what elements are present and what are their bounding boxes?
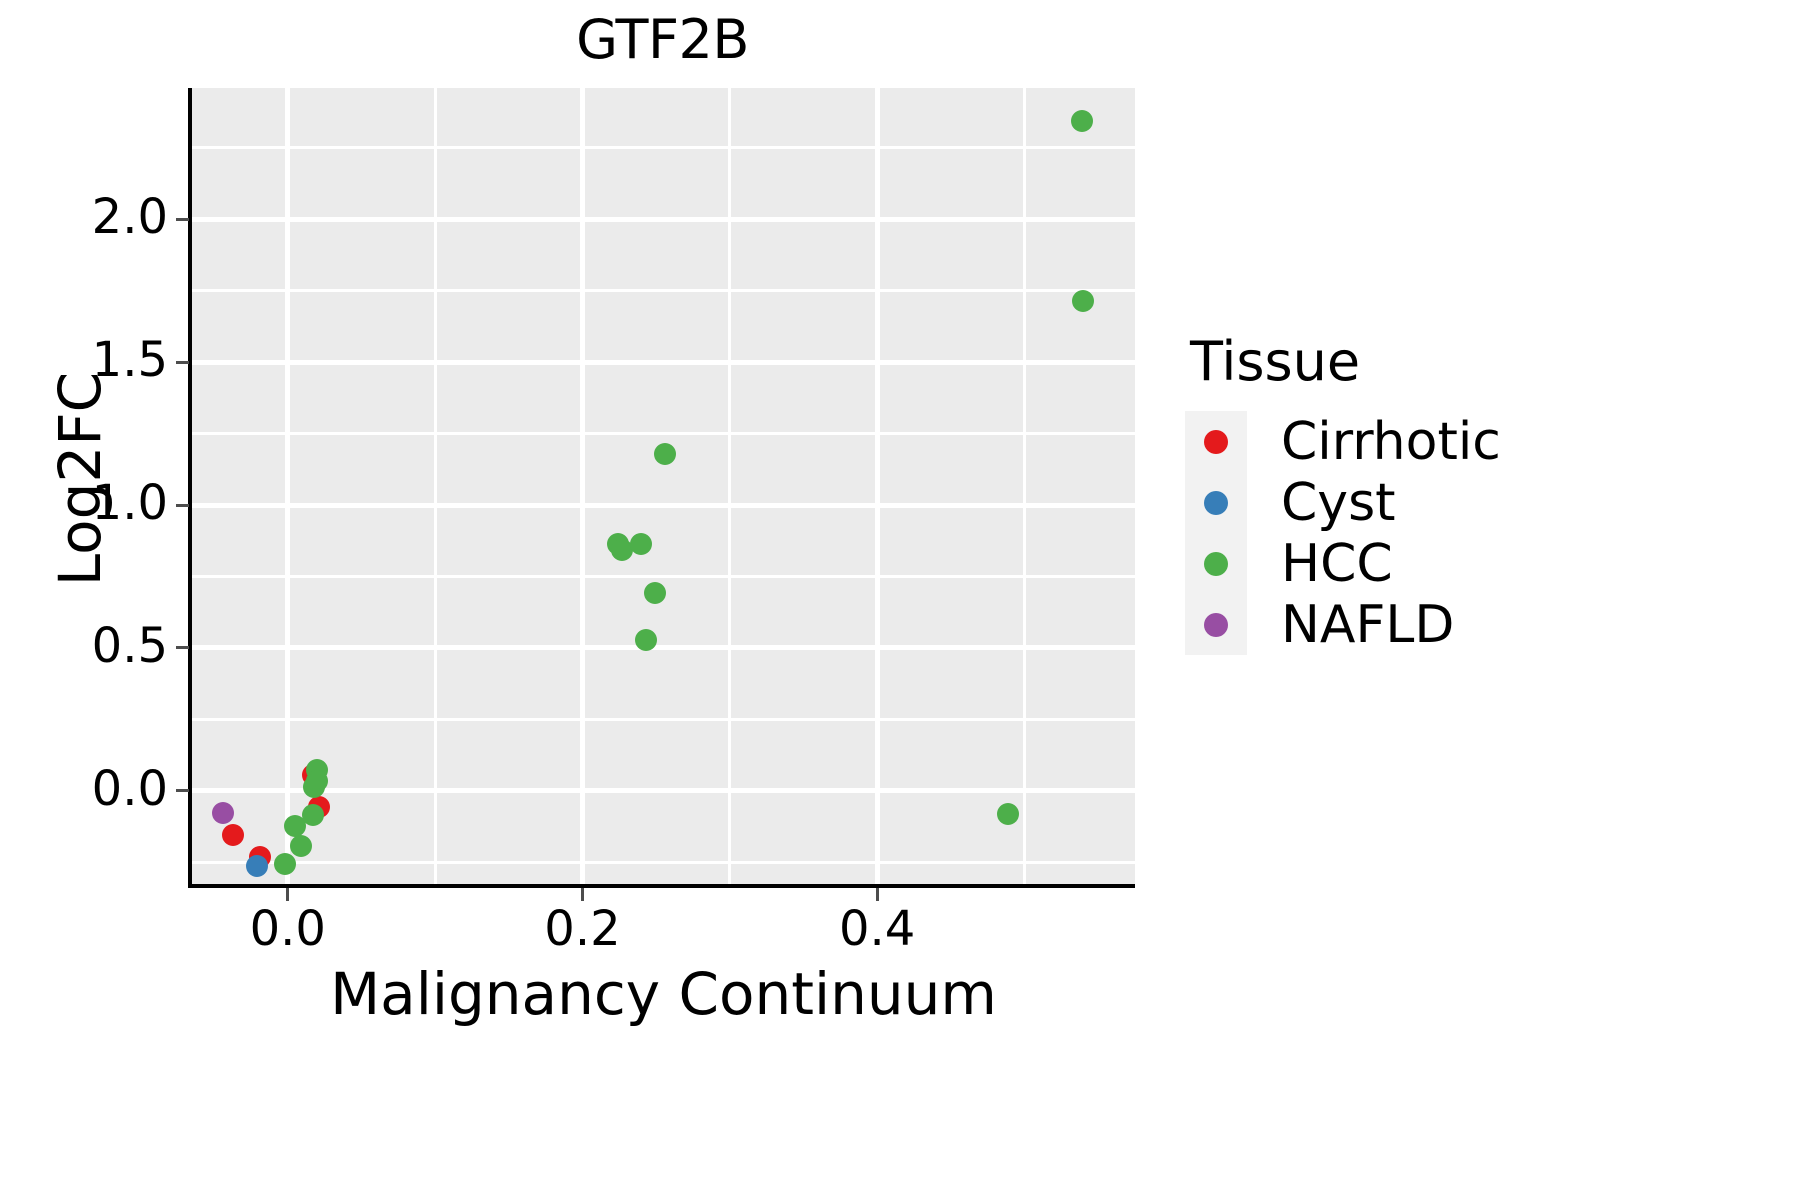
x-tick-label: 0.0 [249, 901, 326, 957]
legend-title: Tissue [1190, 330, 1361, 393]
gridline-horizontal-major [192, 788, 1135, 794]
gridline-vertical-major [874, 88, 880, 885]
y-tick-label: 1.0 [91, 475, 168, 532]
gridline-vertical-minor [1022, 88, 1026, 885]
data-point-hcc [1070, 109, 1093, 132]
gridline-horizontal-minor [192, 146, 1135, 150]
legend-dot-icon [1204, 612, 1228, 637]
legend-item-cyst[interactable]: Cyst [1185, 472, 1785, 533]
x-tick-mark [580, 888, 584, 901]
legend-dot-icon [1204, 429, 1228, 454]
gridline-horizontal-major [192, 216, 1135, 222]
gridline-horizontal-minor [192, 574, 1135, 578]
x-tick-label: 0.2 [544, 901, 621, 957]
legend-item-label: Cirrhotic [1281, 411, 1501, 472]
data-point-hcc [653, 442, 676, 465]
x-axis-title: Malignancy Continuum [330, 960, 997, 1028]
y-tick-label: 2.0 [91, 189, 168, 246]
gridline-vertical-minor [728, 88, 732, 885]
legend-key-swatch [1185, 411, 1247, 472]
data-point-nafld [211, 802, 234, 824]
legend-item-hcc[interactable]: HCC [1185, 533, 1785, 594]
gridline-horizontal-major [192, 502, 1135, 508]
y-tick-mark [176, 360, 189, 364]
legend-key-swatch [1185, 533, 1247, 594]
gridline-vertical-minor [433, 88, 437, 885]
data-point-hcc [643, 582, 666, 605]
data-point-hcc [284, 814, 307, 837]
data-point-cirrhotic [222, 824, 245, 847]
gridline-horizontal-minor [192, 860, 1135, 864]
data-point-hcc [611, 538, 634, 561]
data-point-hcc [630, 532, 653, 555]
legend-item-label: Cyst [1281, 472, 1396, 533]
gridline-horizontal-minor [192, 289, 1135, 293]
gridline-vertical-major [285, 88, 291, 885]
x-tick-label: 0.4 [838, 901, 916, 957]
legend-item-label: NAFLD [1281, 594, 1455, 655]
legend: Tissue Cirrhotic Cyst HCC NAFLD [1185, 330, 1785, 655]
data-point-hcc [273, 853, 296, 876]
gridline-horizontal-minor [192, 717, 1135, 721]
gridline-horizontal-minor [192, 432, 1135, 436]
legend-items: Cirrhotic Cyst HCC NAFLD [1185, 411, 1785, 655]
legend-key-swatch [1185, 472, 1247, 533]
page-title: GTF2B [576, 8, 749, 71]
data-point-hcc [290, 835, 313, 858]
data-point-hcc [634, 629, 657, 652]
legend-key-swatch [1185, 594, 1247, 655]
y-tick-label: 1.5 [91, 332, 168, 389]
data-point-hcc [997, 803, 1020, 826]
y-axis-title: Log2FC [46, 371, 114, 587]
plot-panel [192, 88, 1135, 885]
legend-dot-icon [1204, 490, 1228, 515]
x-tick-mark [875, 888, 879, 901]
legend-dot-icon [1204, 551, 1228, 576]
data-point-hcc [301, 803, 324, 826]
data-point-hcc [306, 769, 329, 792]
legend-item-label: HCC [1281, 533, 1393, 594]
gridline-vertical-major [579, 88, 585, 885]
y-tick-mark [176, 789, 189, 793]
y-tick-mark [176, 646, 189, 650]
data-point-cyst [245, 854, 268, 877]
legend-item-nafld[interactable]: NAFLD [1185, 594, 1785, 655]
y-tick-mark [176, 217, 189, 221]
x-axis-line [188, 884, 1135, 888]
y-tick-label: 0.0 [91, 760, 168, 817]
gridline-horizontal-major [192, 645, 1135, 651]
y-tick-label: 0.5 [91, 617, 168, 674]
data-point-hcc [1072, 289, 1095, 312]
gridline-horizontal-major [192, 359, 1135, 365]
legend-item-cirrhotic[interactable]: Cirrhotic [1185, 411, 1785, 472]
y-tick-mark [176, 503, 189, 507]
x-tick-mark [286, 888, 290, 901]
y-axis-line [188, 88, 192, 888]
